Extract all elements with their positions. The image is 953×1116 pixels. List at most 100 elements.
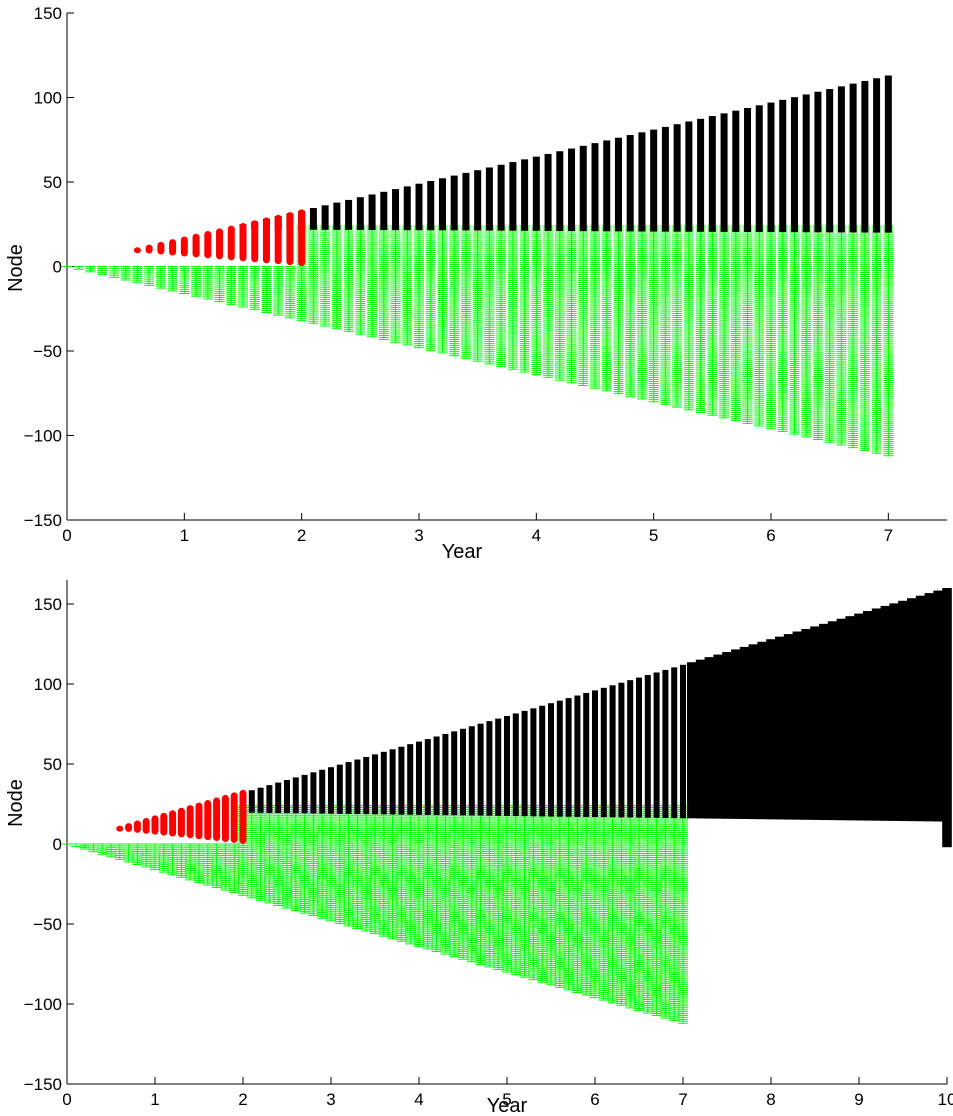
data-point-black-bar <box>671 667 678 819</box>
data-point-black-bar <box>438 178 446 231</box>
data-point-black-bar <box>380 191 388 231</box>
data-point-red-dots <box>221 794 229 842</box>
data-point-black-bar <box>861 80 869 233</box>
data-point-green-column <box>343 805 354 927</box>
data-point-green-column <box>660 225 671 405</box>
data-point-black-bar <box>687 662 697 819</box>
data-point-black-bar <box>392 189 400 231</box>
data-point-green-column <box>531 225 542 376</box>
data-point-black-bar <box>618 682 625 818</box>
data-point-black-bar <box>345 199 353 230</box>
data-point-black-bar <box>603 140 611 232</box>
data-point-green-column <box>466 805 477 963</box>
data-point-black-bar <box>495 718 502 816</box>
data-point-black-bar <box>792 631 803 820</box>
data-point-black-bar <box>356 197 364 230</box>
data-point-green-column <box>255 805 266 901</box>
data-point-green-column <box>97 843 108 855</box>
data-point-black-bar <box>653 672 660 818</box>
data-point-green-column <box>554 805 565 988</box>
data-point-green-column <box>194 843 204 883</box>
data-point-black-bar <box>284 780 290 814</box>
data-point-green-column <box>88 843 99 853</box>
data-point-green-column <box>519 225 530 373</box>
data-point-black-bar <box>266 785 273 813</box>
data-point-green-column <box>155 266 166 289</box>
data-point-black-bar <box>873 78 881 233</box>
data-point-green-column <box>801 225 812 438</box>
data-point-black-bar <box>775 636 785 820</box>
data-point-black-bar <box>544 153 552 231</box>
data-point-red-dots <box>116 825 124 832</box>
data-point-black-bar <box>801 628 811 820</box>
x-tick-label: 2 <box>297 526 306 545</box>
x-tick-label: 4 <box>532 526 541 545</box>
series-green-plus <box>62 225 894 457</box>
series-red-dots <box>116 789 247 844</box>
x-tick-label: 3 <box>414 526 423 545</box>
data-point-green-column <box>79 843 90 850</box>
data-point-black-bar <box>539 705 546 817</box>
y-tick-label: 150 <box>34 4 62 23</box>
data-point-black-bar <box>477 723 484 816</box>
data-point-red-dots <box>145 244 153 254</box>
data-point-green-column <box>519 805 530 978</box>
data-point-red-dots <box>274 214 282 265</box>
data-point-black-bar <box>731 649 741 819</box>
data-point-red-dots <box>251 220 259 263</box>
data-point-green-column <box>824 225 835 443</box>
data-point-green-column <box>220 843 231 891</box>
data-point-green-column <box>812 225 823 441</box>
data-point-black-bar <box>704 657 715 819</box>
data-point-black-bar <box>579 145 587 232</box>
data-point-black-bar <box>321 205 329 230</box>
data-point-black-bar <box>627 680 634 818</box>
y-tick-label: −100 <box>24 427 62 446</box>
data-point-black-bar <box>600 687 607 818</box>
data-point-green-column <box>458 805 468 960</box>
data-point-red-dots <box>213 797 221 842</box>
data-point-green-column <box>502 805 512 973</box>
data-point-green-column <box>777 225 788 432</box>
data-point-black-bar <box>336 764 343 814</box>
data-point-black-bar <box>755 105 763 233</box>
data-point-black-bar <box>497 164 505 231</box>
data-point-black-bar <box>451 731 458 816</box>
x-tick-label: 7 <box>678 1090 687 1109</box>
data-point-green-column <box>326 805 336 922</box>
data-point-green-column <box>290 805 301 912</box>
data-point-green-column <box>578 225 589 386</box>
data-point-green-column <box>648 225 659 403</box>
data-point-green-column <box>613 225 624 395</box>
data-point-black-bar <box>568 148 576 232</box>
data-point-green-column <box>402 225 413 346</box>
data-point-black-bar <box>460 728 466 816</box>
data-point-black-bar <box>468 726 475 816</box>
data-point-green-column <box>367 225 378 338</box>
data-point-black-bar <box>486 721 493 816</box>
data-point-green-column <box>669 805 680 1022</box>
series-black-bars <box>239 75 892 233</box>
data-point-red-dots <box>239 789 247 844</box>
data-point-red-dots <box>169 239 177 256</box>
data-point-red-dots <box>195 802 203 840</box>
chart-panel-top: 0 1 2 3 4 5 6 7 −150 −100 −50 0 50 100 150 Year Node <box>5 4 947 563</box>
data-point-green-column <box>695 225 706 414</box>
data-point-green-column <box>108 266 119 278</box>
data-point-green-column <box>475 805 486 965</box>
data-point-green-column <box>273 266 284 316</box>
data-point-green-column <box>563 805 574 991</box>
x-tick-label: 5 <box>502 1090 511 1109</box>
data-point-black-bar <box>548 703 554 817</box>
data-point-black-bar <box>708 116 716 232</box>
data-point-green-column <box>370 805 380 935</box>
data-point-green-column <box>378 225 389 341</box>
data-point-green-column <box>625 805 636 1009</box>
x-tick-label: 2 <box>238 1090 247 1109</box>
data-point-green-column <box>789 225 800 435</box>
data-point-green-column <box>707 225 718 416</box>
data-point-black-bar <box>328 767 334 814</box>
data-point-red-dots <box>177 807 185 838</box>
data-point-black-bar <box>880 605 891 821</box>
